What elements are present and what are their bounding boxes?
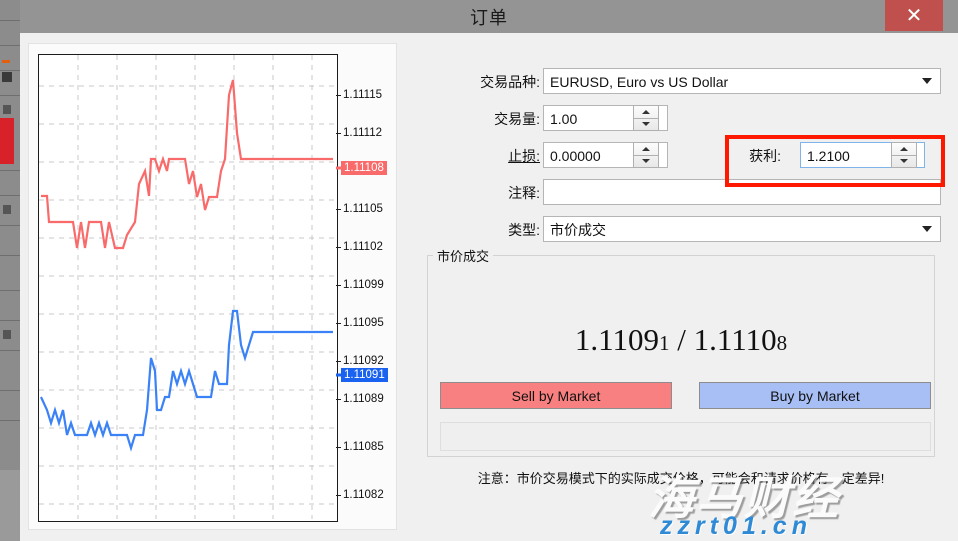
type-value: 市价成交 [550,222,606,238]
volume-stepper-down[interactable] [634,118,658,130]
sell-by-market-button[interactable]: Sell by Market [440,382,672,409]
caret-up-icon [642,110,650,114]
bid-price-badge: 1.11091 [341,368,388,382]
background-app-strip [0,0,20,541]
stoploss-stepper-down[interactable] [634,155,658,167]
order-dialog: 1.11115 1.11112 1.11108 1.11105 1.11102 … [20,33,958,541]
symbol-value: EURUSD, Euro vs US Dollar [550,74,729,90]
stoploss-stepper-up[interactable] [634,143,658,156]
price-separator: / [669,322,694,357]
background-icon-2 [3,105,11,114]
comment-input[interactable] [543,179,941,205]
chart-gridlines [39,55,335,519]
chevron-down-icon [922,78,932,84]
comment-label: 注释: [508,185,540,201]
takeprofit-stepper-down[interactable] [892,155,916,167]
stoploss-label: 止损: [508,148,540,164]
caret-down-icon [642,122,650,126]
volume-label: 交易量: [494,111,540,127]
caret-up-icon [900,147,908,151]
stoploss-stepper[interactable] [633,142,659,168]
axis-tick-label: 1.11099 [343,279,384,291]
takeprofit-stepper-up[interactable] [892,143,916,156]
axis-tick-label: 1.11095 [343,317,384,329]
ask-price-main: 1.1110 [693,322,777,357]
market-execution-group-title: 市价成交 [433,246,494,265]
background-footer [0,470,20,541]
chevron-down-icon [922,226,932,232]
bid-price-last-digit: 1 [659,331,670,355]
axis-tick-label: 1.11082 [343,489,384,501]
background-red-block [0,118,14,164]
market-execution-note: 注意：市价交易模式下的实际成交价格，可能会和请求价格有一定差异! [477,471,885,486]
tick-chart-area [38,54,338,522]
takeprofit-label: 获利: [749,148,781,164]
symbol-select[interactable]: EURUSD, Euro vs US Dollar [543,68,941,94]
title-bar: 订单 ✕ [20,0,958,33]
caret-up-icon [642,147,650,151]
status-bar [440,422,931,451]
volume-stepper-up[interactable] [634,106,658,119]
axis-tick-label: 1.11105 [343,203,383,215]
tick-chart-svg [39,55,335,519]
axis-tick-label: 1.11102 [343,241,383,253]
axis-tick-label: 1.11112 [343,127,383,139]
caret-down-icon [642,159,650,163]
type-label: 类型: [508,222,540,238]
axis-tick-label: 1.11085 [343,441,384,453]
axis-tick-label: 1.11092 [343,355,384,367]
ask-price-last-digit: 8 [776,331,788,355]
takeprofit-value: 1.2100 [807,148,850,164]
background-icon-1 [2,72,12,82]
caret-down-icon [900,159,908,163]
price-quote: 1.11091 / 1.11108 [427,322,935,358]
axis-tick-label: 1.11089 [343,393,384,405]
order-form: 交易品种: EURUSD, Euro vs US Dollar 交易量: 1.0… [405,43,950,528]
window-title: 订单 [470,7,508,28]
price-axis: 1.11115 1.11112 1.11108 1.11105 1.11102 … [336,54,396,522]
buy-by-market-button[interactable]: Buy by Market [699,382,931,409]
stoploss-value: 0.00000 [550,148,601,164]
background-icon-3 [3,205,11,214]
takeprofit-stepper[interactable] [891,142,917,168]
type-select[interactable]: 市价成交 [543,216,941,242]
bid-price-main: 1.1109 [574,322,660,357]
tick-chart-panel: 1.11115 1.11112 1.11108 1.11105 1.11102 … [28,43,397,530]
background-icon-4 [3,330,11,339]
ask-line [41,79,333,250]
axis-tick-label: 1.11115 [343,89,383,101]
market-execution-group [427,255,935,457]
bid-line [40,309,333,452]
volume-value: 1.00 [550,111,578,127]
ask-price-badge: 1.11108 [341,161,387,175]
background-orange-marker [2,60,10,63]
volume-stepper[interactable] [633,105,659,131]
close-icon[interactable]: ✕ [885,0,943,31]
symbol-label: 交易品种: [480,74,540,90]
